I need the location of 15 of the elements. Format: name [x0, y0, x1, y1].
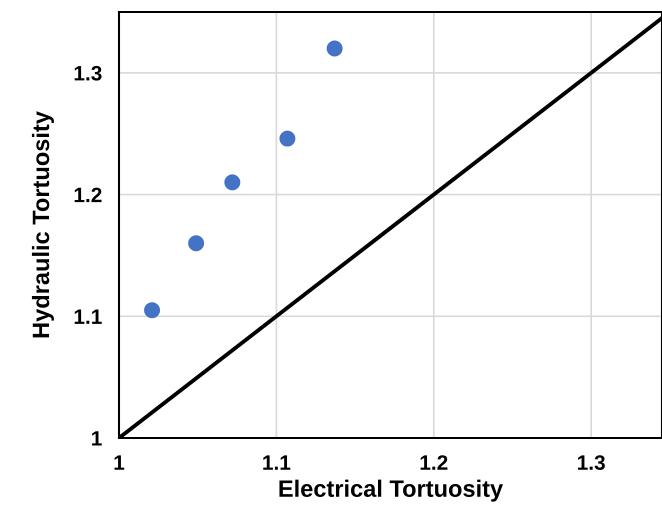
y-tick-label: 1 — [92, 431, 102, 446]
point — [326, 40, 343, 56]
y-tick-label: 1.1 — [74, 310, 102, 324]
x-axis-title: Electrical Tortuosity — [279, 480, 504, 502]
point — [188, 235, 204, 252]
y-axis-title: Hydraulic Tortuosity — [32, 111, 54, 338]
x-tick-label: 1.2 — [420, 455, 448, 470]
point — [279, 130, 296, 147]
point — [224, 174, 240, 190]
x-tick-label: 1.3 — [578, 455, 605, 470]
y-tick-label: 1.2 — [74, 188, 102, 202]
y-tick-label: 1.3 — [74, 66, 102, 81]
point — [144, 302, 160, 318]
x-tick-label: 1 — [114, 455, 124, 470]
x-tick-label: 1.1 — [263, 455, 290, 470]
